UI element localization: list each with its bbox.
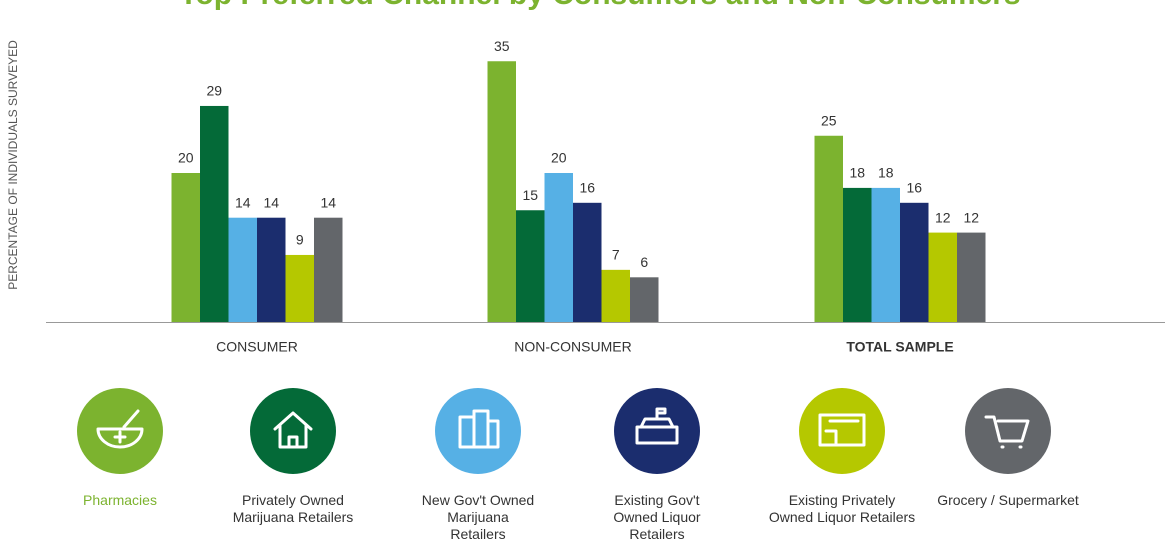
- x-tick-label: TOTAL SAMPLE: [846, 339, 953, 355]
- data-label: 14: [320, 194, 336, 210]
- legend-icon-glyph: [818, 413, 866, 447]
- bar: [900, 202, 929, 322]
- data-label: 12: [935, 209, 951, 225]
- data-label: 29: [206, 83, 222, 99]
- data-label: 9: [296, 232, 304, 248]
- legend-label: Pharmacies: [83, 492, 157, 508]
- legend-icon-glyph: [96, 409, 144, 449]
- legend-icon-glyph: [635, 407, 679, 445]
- data-label: 6: [640, 254, 648, 270]
- legend-label: Grocery / Supermarket: [937, 492, 1079, 508]
- bar: [487, 61, 516, 322]
- data-label: 25: [821, 112, 837, 128]
- bar: [814, 135, 843, 322]
- legend-label: Privately Owned Marijuana Retailers: [232, 492, 354, 525]
- legend-icon-glyph: [273, 411, 313, 449]
- chart-title: Top Preferred Channel by Consumers and N…: [179, 0, 1020, 11]
- bar: [601, 269, 630, 322]
- bar: [171, 173, 200, 322]
- data-label: 15: [522, 187, 538, 203]
- data-label: 7: [612, 247, 620, 263]
- legend-icon: [614, 388, 700, 474]
- data-label: 20: [551, 150, 567, 166]
- x-tick-label: CONSUMER: [216, 339, 298, 355]
- bar: [573, 202, 602, 322]
- data-label: 20: [178, 150, 194, 166]
- data-label: 14: [263, 194, 279, 210]
- data-label: 14: [235, 194, 251, 210]
- data-label: 16: [579, 180, 595, 196]
- bar: [843, 187, 872, 322]
- legend-label: Existing Gov't Owned Liquor Retailers: [613, 492, 701, 542]
- bar: [928, 232, 957, 322]
- legend-icon-glyph: [458, 409, 500, 449]
- bar: [257, 217, 286, 322]
- data-label: 18: [878, 165, 894, 181]
- bar: [957, 232, 986, 322]
- data-label: 35: [494, 38, 510, 54]
- bar: [285, 254, 314, 322]
- legend-label: New Gov't Owned Marijuana Retailers: [421, 492, 535, 542]
- bar: [516, 210, 545, 322]
- legend-label: Existing Privately Owned Liquor Retailer…: [768, 492, 916, 525]
- bar: [630, 277, 659, 322]
- data-label: 12: [963, 209, 979, 225]
- bar: [200, 105, 229, 322]
- x-tick-label: NON-CONSUMER: [514, 339, 631, 355]
- bar: [544, 173, 573, 322]
- y-axis-label: PERCENTAGE OF INDIVIDUALS SURVEYED: [6, 40, 20, 290]
- legend-icon: [435, 388, 521, 474]
- legend-icon: [799, 388, 885, 474]
- legend-icon-glyph: [984, 415, 1030, 449]
- data-label: 18: [849, 165, 865, 181]
- bar: [871, 187, 900, 322]
- bar: [314, 217, 343, 322]
- data-label: 16: [906, 180, 922, 196]
- bar: [228, 217, 257, 322]
- legend-icon: [965, 388, 1051, 474]
- legend-icon: [250, 388, 336, 474]
